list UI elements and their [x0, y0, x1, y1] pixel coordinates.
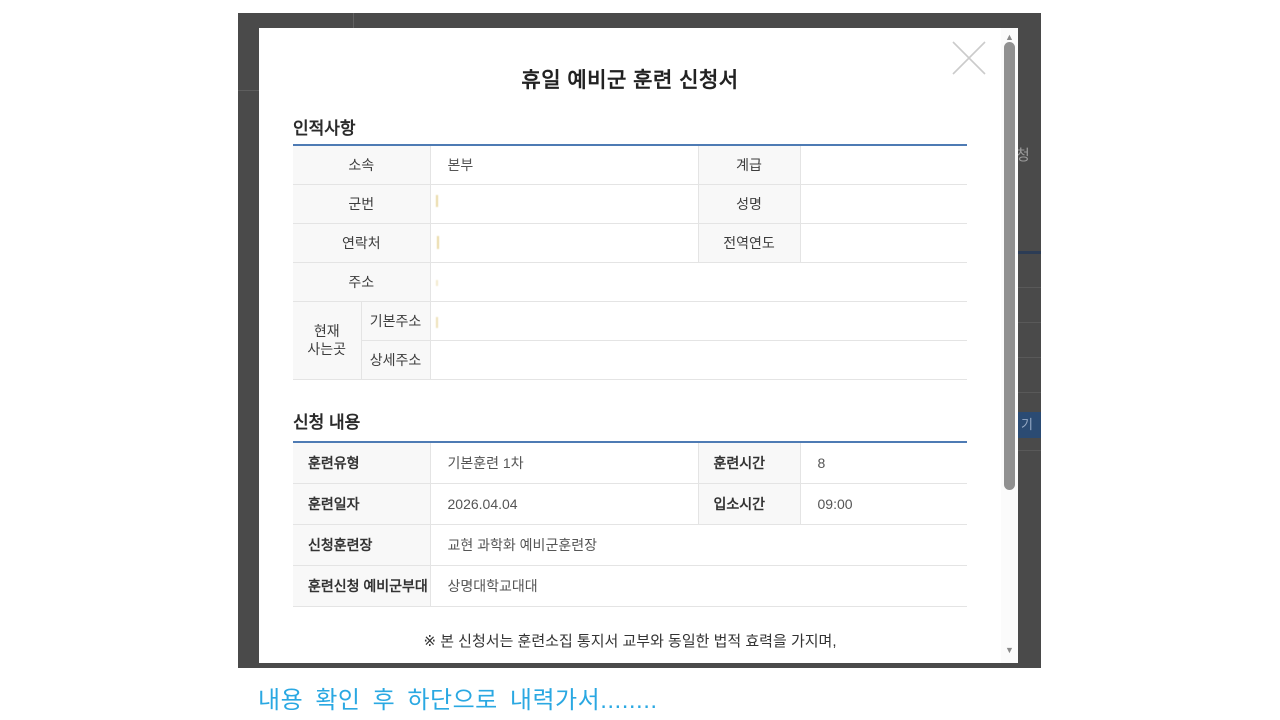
field-value — [800, 145, 968, 185]
field-value — [430, 340, 968, 380]
modal-scrollbar[interactable]: ▲ ▼ — [1001, 28, 1018, 663]
field-value: 본부 — [430, 145, 699, 185]
table-row: 훈련일자 2026.04.04 입소시간 09:00 — [293, 483, 967, 525]
field-value: 09:00 — [800, 483, 967, 525]
redacted-mark — [437, 236, 439, 249]
table-row: 상세주소 — [293, 340, 968, 380]
field-label: 입소시간 — [698, 483, 801, 525]
field-label: 신청훈련장 — [293, 524, 431, 566]
table-row: 군번 성명 — [293, 184, 968, 224]
field-label: 계급 — [698, 145, 801, 185]
table-row: 소속 본부 계급 — [293, 145, 968, 185]
dimmed-button-fragment: 기 — [1018, 412, 1041, 438]
personal-info-table: 소속 본부 계급 군번 성명 연락처 전역연도 — [293, 144, 968, 380]
close-icon — [952, 41, 986, 75]
dimmed-page-divider — [353, 13, 354, 28]
field-label: 훈련시간 — [698, 442, 801, 484]
dimmed-page-line-left — [238, 90, 259, 91]
field-value — [430, 301, 968, 341]
legal-note: ※ 본 신청서는 훈련소집 통지서 교부와 동일한 법적 효력을 가지며, — [423, 633, 837, 650]
table-row: 현재 사는곳 기본주소 — [293, 301, 968, 380]
modal-title: 휴일 예비군 훈련 신청서 — [521, 69, 739, 92]
dimmed-table-row-line — [1018, 322, 1041, 323]
field-value: 기본훈련 1차 — [430, 442, 699, 484]
table-row: 신청훈련장 교현 과학화 예비군훈련장 — [293, 524, 967, 566]
field-value — [430, 223, 699, 263]
field-value — [800, 184, 968, 224]
field-label: 훈련신청 예비군부대 — [293, 565, 431, 607]
application-section-heading: 신청 내용 — [293, 413, 361, 432]
field-value: 교현 과학화 예비군훈련장 — [430, 524, 967, 566]
modal-overlay: 청이 기 휴일 예비군 훈련 신청서 인적사항 소속 본부 계급 — [238, 13, 1041, 668]
table-row: 훈련유형 기본훈련 1차 훈련시간 8 — [293, 442, 967, 484]
personal-section-heading: 인적사항 — [293, 119, 356, 138]
redacted-mark — [436, 195, 438, 207]
field-label: 상세주소 — [361, 340, 431, 380]
field-label: 전역연도 — [698, 223, 801, 263]
application-modal: 휴일 예비군 훈련 신청서 인적사항 소속 본부 계급 군번 성명 — [259, 28, 1018, 663]
field-label: 연락처 — [293, 223, 431, 263]
annotation-text: 내용 확인 후 하단으로 내력가서........ — [258, 687, 658, 714]
dimmed-table-row-line — [1018, 450, 1041, 451]
field-value — [800, 223, 968, 263]
field-label: 소속 — [293, 145, 431, 185]
dimmed-table-row-line — [1018, 357, 1041, 358]
scroll-down-icon[interactable]: ▼ — [1005, 645, 1014, 655]
scrollbar-thumb[interactable] — [1004, 42, 1015, 490]
redacted-mark — [436, 317, 438, 328]
close-button[interactable] — [948, 38, 990, 80]
redacted-mark — [436, 280, 438, 286]
dimmed-table-row-line — [1018, 287, 1041, 288]
field-value: 상명대학교대대 — [430, 565, 967, 607]
table-row: 연락처 전역연도 — [293, 223, 968, 263]
field-value: 8 — [800, 442, 967, 484]
field-label: 성명 — [698, 184, 801, 224]
field-label: 훈련일자 — [293, 483, 431, 525]
table-row: 훈련신청 예비군부대 상명대학교대대 — [293, 565, 967, 607]
field-label: 군번 — [293, 184, 431, 224]
field-label: 주소 — [293, 262, 431, 302]
dimmed-table-header-border — [1018, 251, 1041, 254]
field-label: 훈련유형 — [293, 442, 431, 484]
field-value: 2026.04.04 — [430, 483, 699, 525]
table-row: 주소 — [293, 262, 968, 302]
application-details-table: 훈련유형 기본훈련 1차 훈련시간 8 훈련일자 2026.04.04 입소시간… — [293, 441, 967, 607]
field-label: 기본주소 — [361, 301, 431, 341]
field-group-label: 현재 사는곳 — [293, 301, 362, 380]
dimmed-table-row-line — [1018, 392, 1041, 393]
field-value — [430, 262, 968, 302]
scroll-up-icon[interactable]: ▲ — [1005, 32, 1014, 42]
field-value — [430, 184, 699, 224]
dimmed-text-fragment: 청이 — [1016, 147, 1030, 164]
